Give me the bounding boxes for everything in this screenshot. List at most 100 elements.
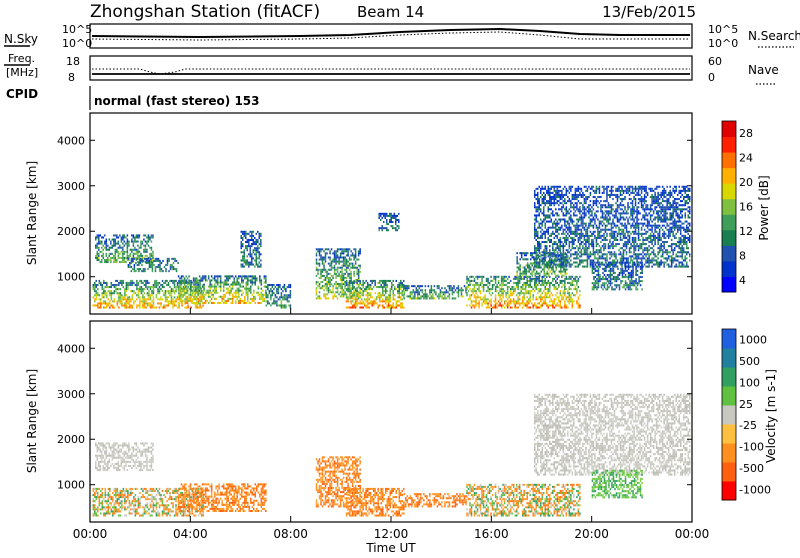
- power-echo-cell: [100, 241, 102, 243]
- power-echo-cell: [106, 306, 108, 308]
- power-echo-cell: [581, 214, 583, 216]
- power-echo-cell: [596, 241, 598, 243]
- power-echo-cell: [551, 253, 553, 255]
- power-echo-cell: [490, 304, 492, 306]
- power-echo-cell: [572, 284, 574, 286]
- power-echo-cell: [522, 288, 524, 290]
- power-echo-cell: [585, 266, 587, 268]
- power-echo-cell: [548, 290, 550, 292]
- power-echo-cell: [447, 291, 449, 293]
- power-echo-cell: [340, 271, 342, 273]
- power-echo-cell: [534, 196, 536, 198]
- power-echo-cell: [557, 245, 559, 247]
- power-echo-cell: [575, 206, 577, 208]
- power-echo-cell: [392, 217, 394, 219]
- power-echo-cell: [184, 290, 186, 292]
- power-echo-cell: [551, 200, 553, 202]
- power-echo-cell: [578, 247, 580, 249]
- power-echo-cell: [352, 297, 354, 299]
- power-echo-cell: [325, 248, 327, 250]
- power-echo-cell: [391, 286, 393, 288]
- power-echo-cell: [572, 223, 574, 225]
- power-echo-cell: [165, 264, 167, 266]
- power-echo-cell: [337, 248, 339, 250]
- power-echo-cell: [432, 293, 434, 295]
- power-echo-cell: [361, 284, 363, 286]
- power-echo-cell: [534, 249, 536, 251]
- power-echo-cell: [557, 186, 559, 188]
- power-echo-cell: [578, 278, 580, 280]
- power-echo-cell: [605, 214, 607, 216]
- power-echo-cell: [380, 294, 382, 296]
- power-echo-cell: [587, 255, 589, 257]
- power-echo-cell: [205, 302, 207, 304]
- power-echo-cell: [519, 258, 521, 260]
- power-echo-cell: [155, 270, 157, 272]
- power-echo-cell: [529, 290, 531, 292]
- power-echo-cell: [399, 282, 401, 284]
- power-echo-cell: [600, 196, 602, 198]
- power-echo-cell: [153, 286, 155, 288]
- power-echo-cell: [612, 235, 614, 237]
- power-echo-cell: [606, 212, 608, 214]
- power-echo-cell: [144, 300, 146, 302]
- power-echo-cell: [420, 285, 422, 287]
- power-echo-cell: [259, 279, 261, 281]
- power-echo-cell: [542, 254, 544, 256]
- power-echo-cell: [617, 221, 619, 223]
- power-echo-cell: [534, 275, 536, 277]
- power-echo-cell: [340, 287, 342, 289]
- power-echo-cell: [508, 302, 510, 304]
- power-echo-cell: [545, 204, 547, 206]
- power-echo-cell: [257, 257, 259, 259]
- power-echo-cell: [235, 281, 237, 283]
- power-echo-cell: [242, 243, 244, 245]
- power-echo-cell: [573, 261, 575, 263]
- power-echo-cell: [611, 255, 613, 257]
- power-echo-cell: [542, 292, 544, 294]
- power-echo-cell: [112, 292, 114, 294]
- power-echo-cell: [453, 285, 455, 287]
- power-echo-cell: [398, 213, 400, 215]
- power-echo-cell: [139, 236, 141, 238]
- power-echo-cell: [122, 243, 124, 245]
- power-echo-cell: [259, 237, 261, 239]
- power-echo-cell: [570, 266, 572, 268]
- power-echo-cell: [549, 296, 551, 298]
- power-echo-cell: [602, 229, 604, 231]
- power-echo-cell: [217, 302, 219, 304]
- power-echo-cell: [551, 235, 553, 237]
- power-echo-cell: [510, 300, 512, 302]
- power-echo-cell: [361, 288, 363, 290]
- power-echo-cell: [203, 275, 205, 277]
- power-echo-cell: [576, 245, 578, 247]
- power-echo-cell: [208, 294, 210, 296]
- power-echo-cell: [554, 253, 556, 255]
- power-echo-cell: [533, 271, 535, 273]
- power-echo-cell: [264, 294, 266, 296]
- power-echo-cell: [588, 196, 590, 198]
- power-echo-cell: [555, 229, 557, 231]
- power-echo-cell: [347, 248, 349, 250]
- power-echo-cell: [543, 214, 545, 216]
- power-echo-cell: [188, 275, 190, 277]
- power-echo-cell: [349, 259, 351, 261]
- power-echo-cell: [400, 284, 402, 286]
- power-echo-cell: [358, 293, 360, 295]
- power-echo-cell: [552, 304, 554, 306]
- power-echo-cell: [449, 285, 451, 287]
- power-echo-cell: [145, 284, 147, 286]
- power-echo-cell: [353, 265, 355, 267]
- power-echo-cell: [261, 298, 263, 300]
- power-echo-cell: [538, 237, 540, 239]
- power-echo-cell: [582, 253, 584, 255]
- power-echo-cell: [259, 247, 261, 249]
- power-echo-cell: [273, 302, 275, 304]
- power-echo-cell: [373, 302, 375, 304]
- power-echo-cell: [621, 253, 623, 255]
- power-echo-cell: [104, 243, 106, 245]
- power-echo-cell: [569, 302, 571, 304]
- power-echo-cell: [196, 304, 198, 306]
- power-echo-cell: [215, 286, 217, 288]
- power-echo-cell: [566, 208, 568, 210]
